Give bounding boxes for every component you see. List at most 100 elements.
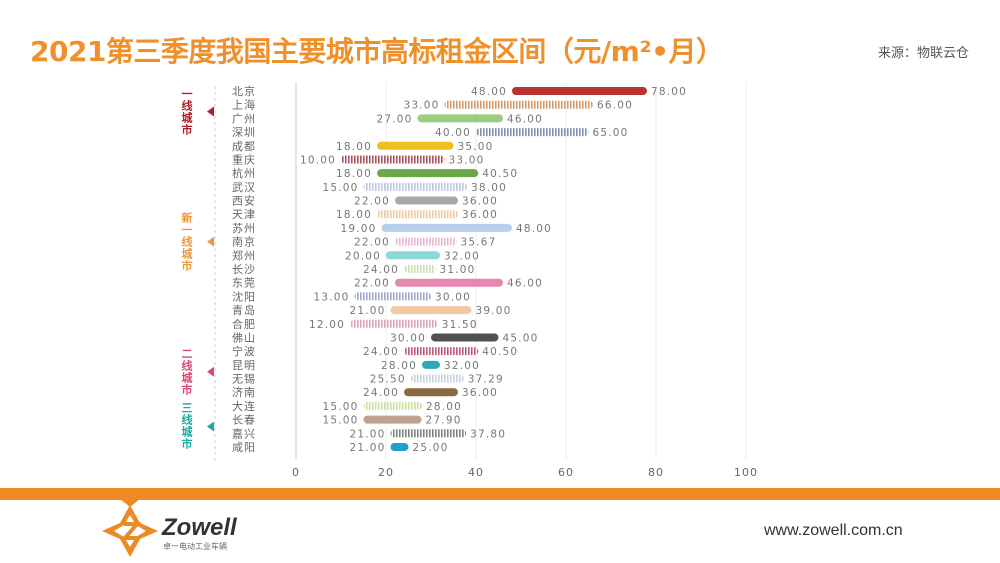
high-value-label: 31.50	[442, 319, 478, 331]
range-bar	[444, 100, 593, 109]
group-arrow-icon	[207, 236, 214, 247]
high-value-label: 78.00	[651, 86, 687, 98]
high-value-label: 25.00	[413, 442, 449, 454]
range-bar	[381, 223, 512, 232]
x-tick-label: 80	[648, 466, 664, 479]
range-bar	[354, 292, 431, 301]
high-value-label: 37.80	[470, 428, 506, 440]
range-bar	[404, 347, 479, 356]
group-arrow-icon	[207, 106, 214, 117]
range-bar	[390, 306, 472, 315]
high-value-label: 65.00	[593, 127, 629, 139]
range-bar	[395, 278, 503, 287]
high-value-label: 30.00	[435, 291, 471, 303]
range-bar	[395, 237, 457, 246]
low-value-label: 48.00	[471, 86, 507, 98]
range-bar	[476, 128, 589, 137]
x-tick-label: 0	[292, 466, 300, 479]
low-value-label: 18.00	[336, 209, 372, 221]
group-arrow-icon	[207, 366, 214, 377]
category-label: 武汉	[232, 181, 256, 194]
range-bar	[390, 429, 467, 438]
range-bar	[431, 333, 499, 342]
low-value-label: 22.00	[354, 278, 390, 290]
range-bar	[422, 360, 440, 369]
high-value-label: 32.00	[444, 360, 480, 372]
page-title: 2021第三季度我国主要城市高标租金区间（元/m²•月）	[30, 35, 724, 68]
high-value-label: 27.90	[426, 415, 462, 427]
range-bar	[395, 196, 458, 205]
category-label: 嘉兴	[232, 426, 256, 440]
category-label: 上海	[232, 98, 256, 112]
range-bar	[390, 443, 409, 451]
low-value-label: 15.00	[322, 401, 358, 413]
range-bar	[350, 319, 438, 328]
low-value-label: 21.00	[349, 305, 385, 317]
category-label: 天津	[232, 208, 256, 221]
zowell-logo-icon	[102, 505, 158, 557]
brand-subtitle: 卓一电动工业车辆	[163, 542, 227, 551]
high-value-label: 40.50	[482, 168, 518, 180]
category-label: 西安	[232, 194, 256, 208]
low-value-label: 40.00	[435, 127, 471, 139]
high-value-label: 40.50	[482, 346, 518, 358]
category-label: 长沙	[232, 263, 256, 276]
range-bar	[341, 155, 445, 164]
group-label-tier2: 二线城市	[180, 347, 193, 396]
source-note: 来源：物联云仓	[878, 46, 970, 61]
low-value-label: 18.00	[336, 168, 372, 180]
group-label-tier3: 三线城市	[180, 402, 193, 451]
category-label: 北京	[232, 84, 256, 98]
category-label: 大连	[232, 399, 256, 413]
high-value-label: 28.00	[426, 401, 462, 413]
low-value-label: 30.00	[390, 332, 426, 344]
category-label: 宁波	[232, 344, 256, 358]
low-value-label: 21.00	[349, 428, 385, 440]
low-value-label: 19.00	[340, 223, 376, 235]
low-value-label: 24.00	[363, 346, 399, 358]
category-label: 广州	[232, 112, 256, 125]
range-bar	[386, 251, 440, 260]
low-value-label: 12.00	[309, 319, 345, 331]
brand-name: Zowell	[162, 514, 237, 541]
range-bar	[410, 374, 464, 383]
website-url[interactable]: www.zowell.com.cn	[764, 522, 903, 539]
high-value-label: 46.00	[507, 278, 543, 290]
high-value-label: 31.00	[440, 264, 476, 276]
low-value-label: 10.00	[300, 154, 336, 166]
high-value-label: 66.00	[597, 100, 633, 112]
low-value-label: 15.00	[322, 182, 358, 194]
high-value-label: 39.00	[476, 305, 512, 317]
range-bar	[512, 87, 647, 95]
high-value-label: 35.67	[461, 237, 497, 249]
range-bar	[363, 401, 422, 410]
category-label: 沈阳	[232, 289, 256, 303]
category-label: 深圳	[232, 126, 256, 139]
category-label: 昆明	[232, 359, 256, 372]
range-bar	[363, 182, 467, 191]
x-tick-label: 20	[378, 466, 394, 479]
category-label: 无锡	[232, 372, 256, 386]
group-label-tier1: 一线城市	[180, 87, 193, 136]
high-value-label: 38.00	[471, 182, 507, 194]
low-value-label: 21.00	[349, 442, 385, 454]
x-tick-label: 60	[558, 466, 574, 479]
low-value-label: 18.00	[336, 141, 372, 153]
category-label: 长春	[232, 414, 256, 427]
low-value-label: 20.00	[345, 250, 381, 262]
range-bar	[417, 114, 503, 123]
category-label: 合肥	[232, 317, 256, 331]
category-label: 成都	[232, 140, 256, 153]
high-value-label: 45.00	[503, 332, 539, 344]
range-bar	[377, 210, 458, 219]
low-value-label: 22.00	[354, 196, 390, 208]
low-value-label: 24.00	[363, 387, 399, 399]
high-value-label: 36.00	[462, 196, 498, 208]
range-chart: 0 20 40 60 80 100 北京 48.00 78.00 上海 33.00 66.00 广州 27…	[207, 82, 758, 479]
x-tick-label: 40	[468, 466, 484, 479]
category-label: 咸阳	[232, 441, 256, 454]
category-label: 郑州	[232, 248, 256, 262]
x-tick-label: 100	[734, 466, 758, 479]
category-label: 济南	[232, 385, 256, 399]
high-value-label: 33.00	[449, 154, 485, 166]
